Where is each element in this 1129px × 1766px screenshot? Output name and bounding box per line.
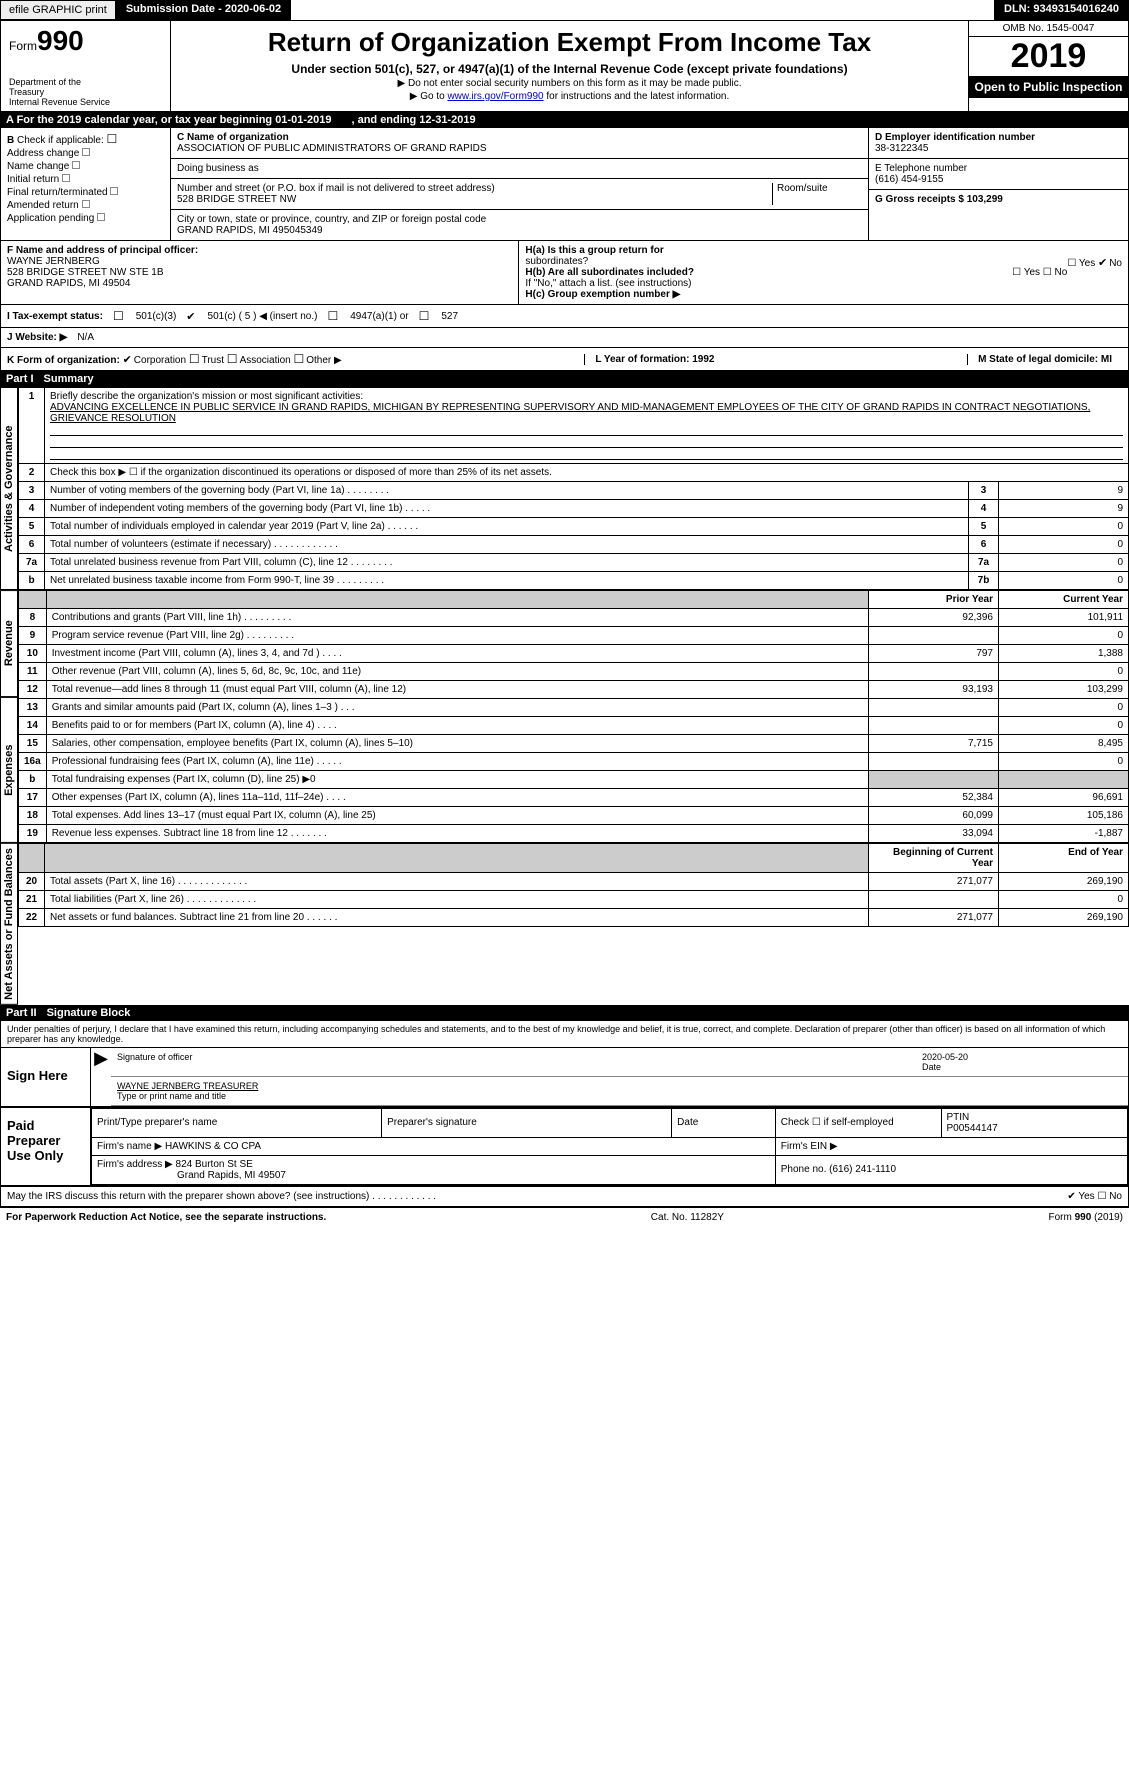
ptin: P00544147 [947,1123,1123,1134]
check-option[interactable]: Application pending [7,213,164,224]
table-row: 17Other expenses (Part IX, column (A), l… [19,789,1129,807]
sign-here-label: Sign Here [1,1048,91,1106]
gross-receipts: G Gross receipts $ 103,299 [875,194,1003,205]
table-row: 18Total expenses. Add lines 13–17 (must … [19,807,1129,825]
dept-line-3: Internal Revenue Service [9,97,162,107]
efile-btn[interactable]: efile GRAPHIC print [0,0,116,20]
firm-name: HAWKINS & CO CPA [165,1141,261,1152]
table-row: bTotal fundraising expenses (Part IX, co… [19,771,1129,789]
line-klm: K Form of organization: Corporation Trus… [0,348,1129,371]
table-row: 10Investment income (Part VIII, column (… [19,645,1129,663]
revenue-expenses: Revenue Expenses Prior Year Current Year… [0,590,1129,843]
col-de: D Employer identification number 38-3122… [868,128,1128,240]
col-b: B Check if applicable: Address change Na… [1,128,171,240]
check-option[interactable]: Name change [7,161,164,172]
paid-preparer-block: Paid Preparer Use Only Print/Type prepar… [0,1108,1129,1187]
part-ii-header: Part II Signature Block [0,1005,1129,1021]
mission-text: ADVANCING EXCELLENCE IN PUBLIC SERVICE I… [50,402,1090,424]
discuss-row: May the IRS discuss this return with the… [0,1187,1129,1207]
irs-link[interactable]: www.irs.gov/Form990 [447,91,543,102]
section-bcd: B Check if applicable: Address change Na… [0,128,1129,241]
dept-line-2: Treasury [9,87,162,97]
dln: DLN: 93493154016240 [994,0,1129,20]
form-word: Form [9,39,37,53]
vert-revenue: Revenue [0,590,18,697]
form-header: Form 990 Department of the Treasury Inte… [0,20,1129,112]
form-subtitle-1: Under section 501(c), 527, or 4947(a)(1)… [177,62,962,76]
check-option[interactable]: Amended return [7,200,164,211]
table-row: 8Contributions and grants (Part VIII, li… [19,609,1129,627]
net-assets: Net Assets or Fund Balances Beginning of… [0,843,1129,1005]
table-row: 22Net assets or fund balances. Subtract … [19,909,1129,927]
topbar: efile GRAPHIC print Submission Date - 20… [0,0,1129,20]
discuss-answer: ✔ Yes ☐ No [1067,1191,1122,1202]
form-title: Return of Organization Exempt From Incom… [177,27,962,58]
form-number: 990 [37,25,84,57]
table-row: 9Program service revenue (Part VIII, lin… [19,627,1129,645]
table-row: 19Revenue less expenses. Subtract line 1… [19,825,1129,843]
page-footer: For Paperwork Reduction Act Notice, see … [0,1207,1129,1227]
check-option[interactable]: Address change [7,148,164,159]
penalties-text: Under penalties of perjury, I declare th… [0,1021,1129,1048]
sign-arrow-icon: ▶ [91,1048,111,1106]
org-name: ASSOCIATION OF PUBLIC ADMINISTRATORS OF … [177,143,862,154]
line-j: J Website: ▶ N/A [0,328,1129,348]
table-row: 13Grants and similar amounts paid (Part … [19,699,1129,717]
activities-governance: Activities & Governance 1 Briefly descri… [0,387,1129,590]
section-fh: F Name and address of principal officer:… [0,241,1129,305]
omb: OMB No. 1545-0047 [969,21,1128,37]
table-row: 15Salaries, other compensation, employee… [19,735,1129,753]
open-to-public: Open to Public Inspection [969,76,1128,98]
check-option[interactable]: Initial return [7,174,164,185]
ha-answer: ☐ Yes No [1067,256,1122,269]
table-row: 16aProfessional fundraising fees (Part I… [19,753,1129,771]
table-row: 21Total liabilities (Part X, line 26) . … [19,891,1129,909]
sign-here-block: Sign Here ▶ Signature of officer 2020-05… [0,1048,1129,1108]
col-c: C Name of organization ASSOCIATION OF PU… [171,128,868,240]
table-row: 20Total assets (Part X, line 16) . . . .… [19,873,1129,891]
line-a: A For the 2019 calendar year, or tax yea… [0,112,1129,128]
org-city: GRAND RAPIDS, MI 495045349 [177,225,862,236]
ein: 38-3122345 [875,143,1122,154]
table-row: 14Benefits paid to or for members (Part … [19,717,1129,735]
check-option[interactable]: Final return/terminated [7,187,164,198]
submission-date: Submission Date - 2020-06-02 [116,0,291,20]
part-i-header: Part I Summary [0,371,1129,387]
table-row: 12Total revenue—add lines 8 through 11 (… [19,681,1129,699]
hb-answer: ☐ Yes ☐ No [1012,267,1067,278]
form-subtitle-3: ▶ Go to www.irs.gov/Form990 for instruct… [177,91,962,102]
form-subtitle-2: ▶ Do not enter social security numbers o… [177,78,962,89]
vert-netassets: Net Assets or Fund Balances [0,843,18,1005]
tax-year: 2019 [969,37,1128,76]
line-i: I Tax-exempt status: 501(c)(3) 501(c) ( … [0,305,1129,328]
org-address: 528 BRIDGE STREET NW [177,194,772,205]
officer-name: WAYNE JERNBERG TREASURER [117,1081,258,1091]
vert-expenses: Expenses [0,697,18,843]
vert-activities: Activities & Governance [0,387,18,590]
table-row: 11Other revenue (Part VIII, column (A), … [19,663,1129,681]
paid-preparer-label: Paid Preparer Use Only [1,1108,91,1185]
preparer-phone: Phone no. (616) 241-1110 [775,1155,1127,1184]
dept-line-1: Department of the [9,77,162,87]
phone: (616) 454-9155 [875,174,1122,185]
